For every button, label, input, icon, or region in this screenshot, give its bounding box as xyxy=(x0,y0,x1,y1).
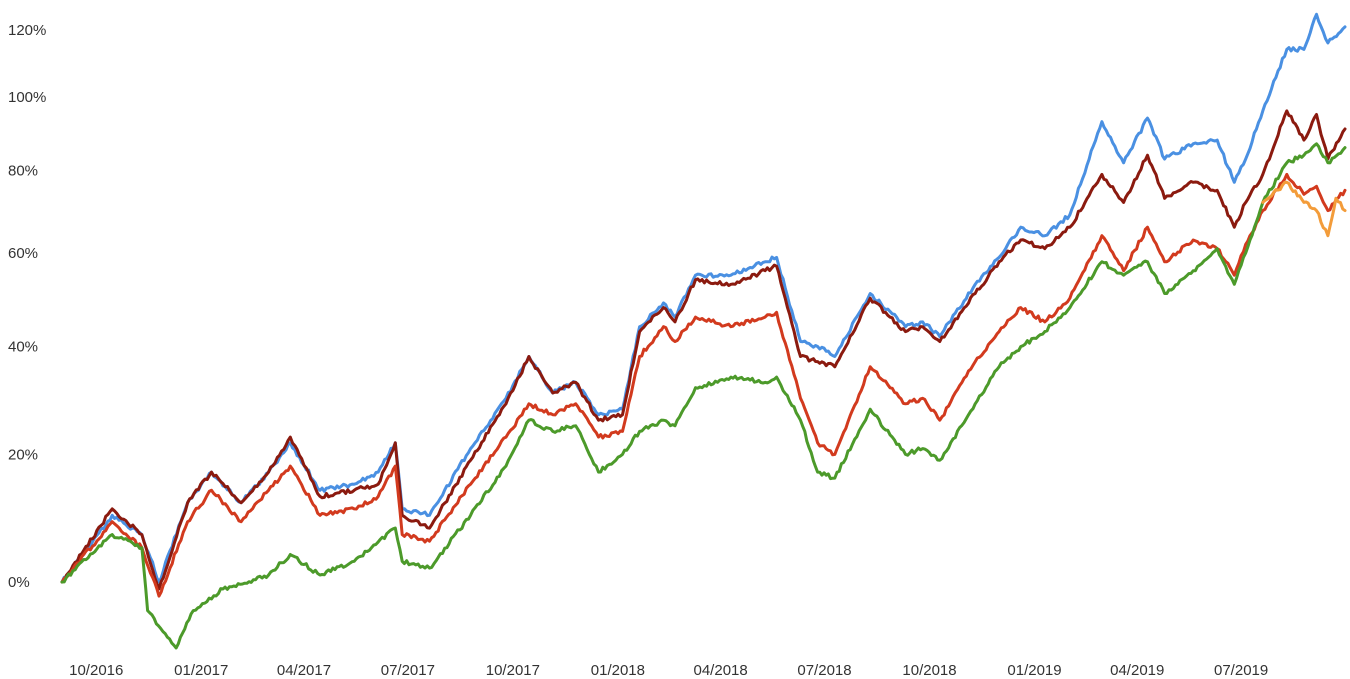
series-line-2 xyxy=(60,109,1347,591)
series-line-4 xyxy=(60,142,1347,650)
series-line-3 xyxy=(60,172,1347,598)
series-line-5 xyxy=(1261,180,1347,238)
x-tick-label: 01/2019 xyxy=(1007,662,1061,679)
y-tick-label: 0% xyxy=(8,574,30,591)
x-tick-label: 07/2019 xyxy=(1214,662,1268,679)
y-tick-label: 80% xyxy=(8,163,38,180)
y-tick-label: 20% xyxy=(8,446,38,463)
y-tick-label: 120% xyxy=(8,22,46,39)
x-tick-label: 04/2017 xyxy=(277,662,331,679)
series-line-1 xyxy=(60,12,1347,584)
x-tick-label: 10/2016 xyxy=(69,662,123,679)
plot-area xyxy=(60,12,1347,650)
x-tick-label: 07/2018 xyxy=(797,662,851,679)
x-tick-label: 10/2017 xyxy=(486,662,540,679)
x-tick-label: 04/2018 xyxy=(694,662,748,679)
y-tick-label: 60% xyxy=(8,245,38,262)
x-axis: 10/2016 01/2017 04/2017 07/2017 10/2017 01/20… xyxy=(69,662,1268,679)
x-tick-label: 01/2018 xyxy=(591,662,645,679)
y-tick-label: 40% xyxy=(8,338,38,355)
x-tick-label: 04/2019 xyxy=(1110,662,1164,679)
x-tick-label: 10/2018 xyxy=(902,662,956,679)
y-axis: 0% 20% 40% 60% 80% 100% 120% xyxy=(8,22,46,591)
x-tick-label: 01/2017 xyxy=(174,662,228,679)
x-tick-label: 07/2017 xyxy=(381,662,435,679)
y-tick-label: 100% xyxy=(8,89,46,106)
